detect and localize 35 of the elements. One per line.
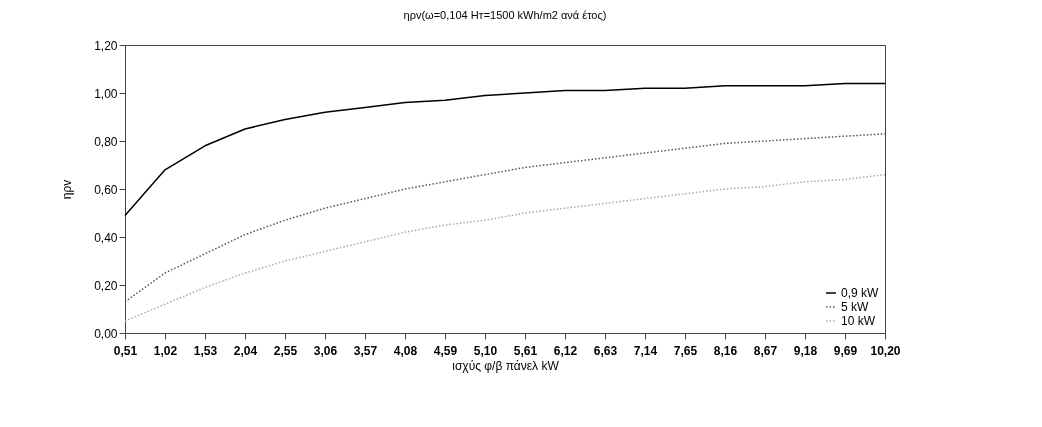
x-tick-label: 4,08 — [393, 343, 418, 358]
y-tick-label: 0,80 — [94, 134, 118, 149]
y-tick-label: 1,00 — [94, 86, 118, 101]
y-tick-label: 1,20 — [94, 38, 118, 53]
x-tick-label: 6,12 — [553, 343, 578, 358]
chart-title: ηρv(ω=0,104 Hт=1500 kWh/m2 ανά έτος) — [403, 9, 607, 21]
x-tick-label: 3,06 — [313, 343, 338, 358]
legend-label: 10 kW — [841, 314, 876, 328]
x-tick-label: 3,57 — [353, 343, 378, 358]
x-tick-label: 7,14 — [633, 343, 658, 358]
line-series — [124, 133, 886, 303]
x-tick-label: 4,59 — [433, 343, 458, 358]
x-tick-label: 9,69 — [833, 343, 858, 358]
x-tick-label: 10,20 — [870, 343, 901, 358]
x-tick-label: 1,53 — [193, 343, 218, 358]
x-tick-label: 8,16 — [713, 343, 738, 358]
x-tick-label: 7,65 — [673, 343, 698, 358]
x-tick-label: 0,51 — [113, 343, 138, 358]
x-axis-title: ισχύς φ/β πάνελ kW — [452, 358, 560, 373]
x-tick-label: 2,04 — [233, 343, 258, 358]
x-tick-label: 5,10 — [473, 343, 498, 358]
y-tick-label: 0,40 — [94, 230, 118, 245]
x-tick-label: 2,55 — [273, 343, 298, 358]
legend-label: 5 kW — [841, 300, 870, 314]
x-tick-label: 1,02 — [153, 343, 178, 358]
y-tick-label: 0,00 — [94, 326, 118, 341]
legend-label: 0,9 kW — [841, 286, 880, 300]
line-series — [124, 82, 886, 217]
x-tick-label: 8,67 — [753, 343, 778, 358]
x-tick-label: 5,61 — [513, 343, 538, 358]
y-axis-title: ηρv — [60, 179, 75, 200]
x-tick-label: 9,18 — [793, 343, 818, 358]
x-tick-label: 6,63 — [593, 343, 618, 358]
y-tick-label: 0,20 — [94, 278, 118, 293]
y-tick-label: 0,60 — [94, 182, 118, 197]
